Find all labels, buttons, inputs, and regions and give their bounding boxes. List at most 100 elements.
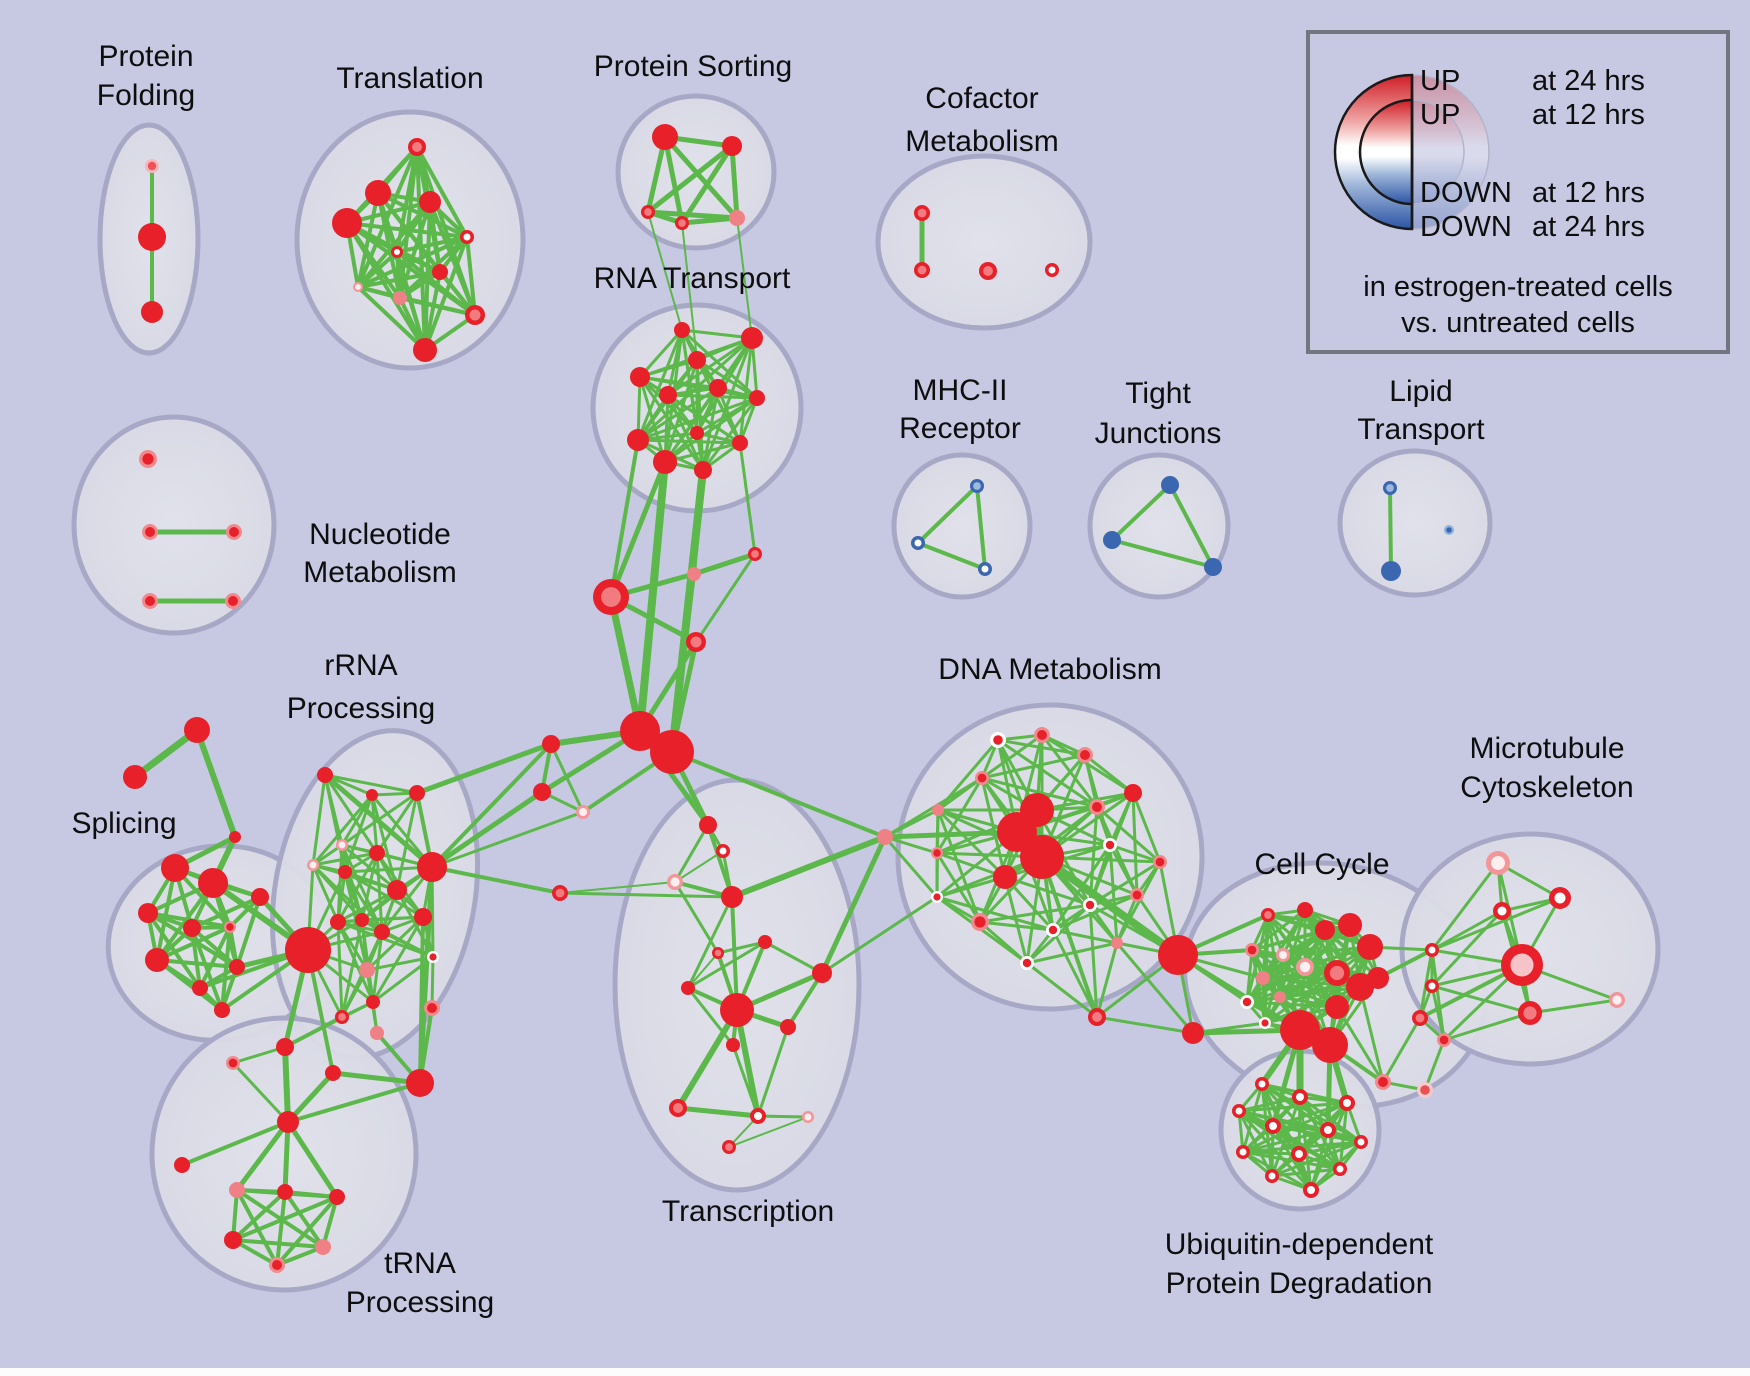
node-125 bbox=[1092, 1012, 1102, 1022]
node-142 bbox=[1280, 1010, 1320, 1050]
edge-translation-mesh bbox=[428, 201, 442, 273]
node-185 bbox=[1446, 527, 1452, 533]
edge bbox=[1192, 1021, 1266, 1035]
node-65 bbox=[192, 980, 208, 996]
edge-ubiquitin-mesh bbox=[1271, 1167, 1341, 1178]
edge-dna-metabolism-mesh bbox=[1115, 942, 1195, 1034]
edge-rna-transport-mesh bbox=[701, 397, 759, 471]
cluster-mhc-ii-receptor bbox=[891, 452, 1033, 600]
node-102 bbox=[993, 735, 1003, 745]
edge bbox=[559, 891, 733, 899]
edge-rrna-mesh bbox=[336, 921, 375, 1003]
node-91 bbox=[276, 1038, 294, 1056]
node-84 bbox=[429, 953, 437, 961]
node-139 bbox=[1242, 997, 1252, 1007]
edge-dna-metabolism-mesh bbox=[981, 753, 1086, 780]
edge bbox=[1176, 953, 1302, 1032]
node-123 bbox=[1158, 935, 1198, 975]
node-180 bbox=[1161, 476, 1179, 494]
node-48 bbox=[720, 993, 754, 1027]
node-97 bbox=[277, 1184, 293, 1200]
edge-rna-transport-mesh bbox=[664, 441, 741, 464]
node-61 bbox=[138, 903, 158, 923]
node-34 bbox=[690, 636, 702, 648]
edge-ubiquitin-mesh bbox=[1238, 1095, 1301, 1113]
edge-translation-mesh bbox=[356, 200, 432, 289]
node-129 bbox=[1338, 913, 1362, 937]
node-52 bbox=[754, 1112, 762, 1120]
edge-rrna-mesh bbox=[324, 773, 373, 797]
legend-time-up12: at 12 hrs bbox=[1532, 99, 1645, 131]
cluster-label-rna-transport-line1: RNA Transport bbox=[594, 262, 791, 295]
edge-dna-metabolism-mesh bbox=[884, 808, 939, 839]
node-1 bbox=[138, 223, 166, 251]
edge-ubiquitin-mesh bbox=[1242, 1128, 1329, 1154]
node-15 bbox=[722, 136, 742, 156]
edge-dna-metabolism-mesh bbox=[1084, 753, 1134, 795]
edge bbox=[431, 810, 584, 869]
edge-rrna-mesh bbox=[340, 969, 369, 1018]
node-92 bbox=[325, 1065, 341, 1081]
edge-dna-metabolism-mesh bbox=[884, 835, 938, 855]
node-28 bbox=[732, 435, 748, 451]
edge bbox=[430, 789, 544, 870]
node-178 bbox=[914, 539, 922, 547]
node-14 bbox=[652, 124, 678, 150]
edge bbox=[1168, 484, 1215, 568]
edge-microtubule-mesh bbox=[1529, 998, 1618, 1015]
legend-time-down12: at 12 hrs bbox=[1532, 177, 1645, 209]
edge-translation-mesh bbox=[356, 285, 427, 352]
edge bbox=[884, 829, 1018, 840]
node-56 bbox=[184, 717, 210, 743]
node-172 bbox=[142, 453, 154, 465]
node-11 bbox=[393, 291, 407, 305]
node-174 bbox=[229, 527, 239, 537]
node-93 bbox=[228, 1058, 238, 1068]
node-101 bbox=[272, 1260, 282, 1270]
edge-translation-mesh bbox=[345, 221, 427, 352]
edge-dna-metabolism-mesh bbox=[1096, 805, 1161, 864]
edge bbox=[1358, 986, 1385, 1083]
edge-splicing-mesh bbox=[191, 895, 261, 930]
node-71 bbox=[317, 767, 333, 783]
edge-splicing-mesh bbox=[155, 881, 215, 962]
labels-layer: Protein Folding Translation Protein Sorting… bbox=[71, 40, 1633, 1319]
node-96 bbox=[229, 1182, 245, 1198]
edge bbox=[687, 952, 719, 989]
edge-rna-transport-mesh bbox=[664, 396, 758, 464]
node-29 bbox=[653, 450, 677, 474]
node-78 bbox=[417, 852, 447, 882]
edge bbox=[609, 439, 640, 598]
node-106 bbox=[932, 804, 944, 816]
edge bbox=[232, 1045, 286, 1065]
node-55 bbox=[555, 888, 565, 898]
edge-cell-cycle-mesh bbox=[1262, 976, 1338, 1009]
edge-microtubule-mesh bbox=[1431, 984, 1531, 1015]
edge bbox=[686, 987, 735, 1046]
edge-dna-metabolism-mesh bbox=[1026, 961, 1098, 1019]
node-37 bbox=[542, 735, 560, 753]
node-10 bbox=[355, 284, 361, 290]
edge-dna-metabolism-mesh bbox=[1109, 843, 1161, 864]
edge-rrna-mesh bbox=[323, 774, 379, 854]
node-0 bbox=[147, 161, 157, 171]
edge-dna-metabolism-mesh bbox=[1088, 904, 1099, 1018]
node-156 bbox=[1258, 1080, 1266, 1088]
node-150 bbox=[1510, 953, 1534, 977]
node-83 bbox=[414, 908, 432, 926]
node-108 bbox=[1092, 802, 1102, 812]
edge-rrna-mesh bbox=[337, 920, 434, 959]
node-98 bbox=[329, 1189, 345, 1205]
edge-splicing-mesh bbox=[190, 926, 239, 969]
cluster-label-lipid-transport-line2: Transport bbox=[1357, 413, 1485, 446]
node-149 bbox=[1497, 906, 1507, 916]
edge-rrna-mesh bbox=[311, 774, 327, 866]
node-160 bbox=[1269, 1122, 1277, 1130]
legend-box bbox=[1306, 30, 1730, 354]
edge-microtubule-mesh bbox=[1443, 1011, 1531, 1042]
edge-microtubule-mesh bbox=[1431, 909, 1503, 952]
node-50 bbox=[726, 1038, 740, 1052]
edge bbox=[430, 742, 553, 869]
node-163 bbox=[1239, 1148, 1247, 1156]
